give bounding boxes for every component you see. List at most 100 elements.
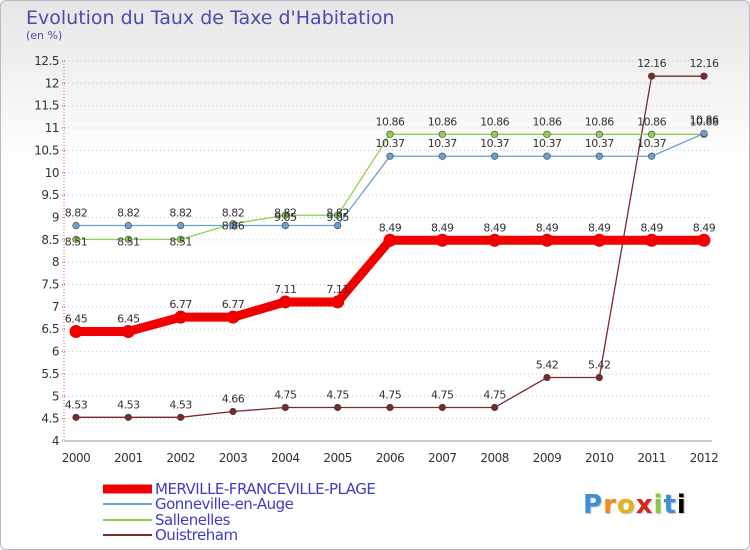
data-label: 8.51: [117, 235, 140, 248]
data-point: [72, 221, 80, 230]
y-tick-label: 5: [52, 389, 59, 403]
data-point: [334, 403, 342, 412]
data-label: 8.49: [483, 221, 506, 234]
data-label: 12.16: [637, 57, 666, 70]
data-label-layer: 6.45 6.45 6.77 6.77 7.11 7.11 8.49 8.49 8.49 8.49…: [65, 57, 720, 411]
data-label: 5.42: [536, 359, 559, 372]
data-label: 4.75: [431, 388, 454, 401]
x-tick-label: 2000: [62, 451, 91, 465]
data-label: 9.05: [274, 211, 297, 224]
logo-letter: x: [635, 490, 654, 520]
data-point: [121, 324, 135, 338]
data-point: [72, 235, 80, 243]
data-point: [438, 152, 446, 160]
data-label: 6.45: [117, 312, 140, 325]
data-label: 8.49: [536, 221, 559, 234]
data-label: 10.37: [480, 137, 509, 150]
data-point: [438, 130, 446, 138]
data-label: 8.51: [65, 235, 88, 248]
data-label: 8.51: [169, 235, 192, 248]
data-point: [386, 130, 394, 138]
data-label: 8.49: [693, 221, 716, 234]
legend-label: Gonneville-en-Auge: [155, 495, 294, 513]
data-point: [488, 233, 502, 247]
data-label: 7.11: [326, 283, 349, 296]
logo-letter: i: [676, 490, 687, 520]
data-point: [540, 233, 554, 247]
data-point: [438, 403, 446, 412]
data-point: [386, 403, 394, 412]
data-label: 10.86: [428, 115, 457, 128]
x-tick-label: 2011: [637, 451, 666, 465]
data-label: 8.82: [326, 207, 349, 220]
data-label: 4.75: [274, 388, 297, 401]
x-tick-label: 2008: [480, 451, 509, 465]
logo-letter: i: [653, 490, 664, 520]
logo-letter: t: [663, 490, 677, 520]
data-point: [435, 233, 449, 247]
data-label: 8.82: [117, 207, 140, 220]
data-point: [491, 130, 499, 138]
data-label: 7.11: [274, 283, 297, 296]
y-tick-label: 12: [45, 76, 59, 90]
x-tick-label: 2010: [585, 451, 614, 465]
x-tick-label: 2002: [166, 451, 195, 465]
legend-label: Ouistreham: [155, 526, 238, 544]
legend-label: Sallenelles: [155, 511, 231, 529]
data-point: [69, 324, 83, 338]
data-point: [697, 233, 711, 247]
data-label: 8.49: [588, 221, 611, 234]
data-label: 4.75: [483, 388, 506, 401]
y-tick-label: 6: [52, 345, 59, 359]
data-point: [334, 221, 342, 230]
data-label: 8.82: [222, 207, 245, 220]
y-tick-label: 8.5: [41, 233, 59, 247]
data-label: 10.86: [532, 115, 561, 128]
y-tick-label: 10.5: [34, 143, 59, 157]
data-point: [281, 403, 289, 412]
data-label: 4.75: [379, 388, 402, 401]
data-point: [491, 152, 499, 160]
data-point: [543, 152, 551, 160]
data-label: 10.86: [375, 115, 404, 128]
data-point: [174, 310, 188, 324]
data-point: [177, 235, 185, 243]
data-point: [281, 211, 289, 219]
chart-title: Evolution du Taux de Taxe d'Habitation: [26, 7, 395, 29]
x-tick-label: 2005: [323, 451, 352, 465]
x-tick-label: 2007: [428, 451, 457, 465]
data-point: [124, 413, 132, 421]
data-point: [72, 413, 80, 421]
data-point: [278, 295, 292, 309]
y-tick-label: 11: [45, 121, 59, 135]
y-tick-label: 9.5: [41, 188, 59, 202]
data-label: 4.53: [117, 398, 140, 411]
data-point: [543, 373, 551, 382]
data-label: 4.53: [169, 398, 192, 411]
data-label: 6.77: [169, 298, 192, 311]
data-point: [543, 130, 551, 138]
data-point: [648, 72, 656, 80]
data-point: [592, 233, 606, 247]
data-point: [229, 221, 237, 230]
legend: MERVILLE-FRANCEVILLE-PLAGEGonneville-en-…: [103, 480, 376, 544]
data-label: 4.66: [222, 392, 245, 405]
logo-letter: o: [616, 490, 636, 520]
chart-subtitle: (en %): [26, 29, 62, 42]
x-tick-label: 2004: [271, 451, 300, 465]
data-label: 8.49: [431, 221, 454, 234]
data-label: 8.82: [169, 207, 192, 220]
y-tick-label: 7.5: [41, 278, 59, 292]
data-label: 4.53: [65, 398, 88, 411]
data-label: 10.86: [689, 113, 718, 126]
axis-layer: 4 4.5 5 5.5 6 6.5 7 7.5 8 8.5 9 9.5 10 10.5 11 11.5 12 12…: [34, 54, 718, 465]
data-point: [648, 130, 656, 138]
data-label: 12.16: [689, 57, 718, 70]
legend-label: MERVILLE-FRANCEVILLE-PLAGE: [155, 480, 375, 498]
logo-letter: P: [583, 490, 604, 520]
proxiti-logo: Proxiti: [583, 490, 687, 520]
data-point: [226, 310, 240, 324]
data-point: [334, 211, 342, 219]
